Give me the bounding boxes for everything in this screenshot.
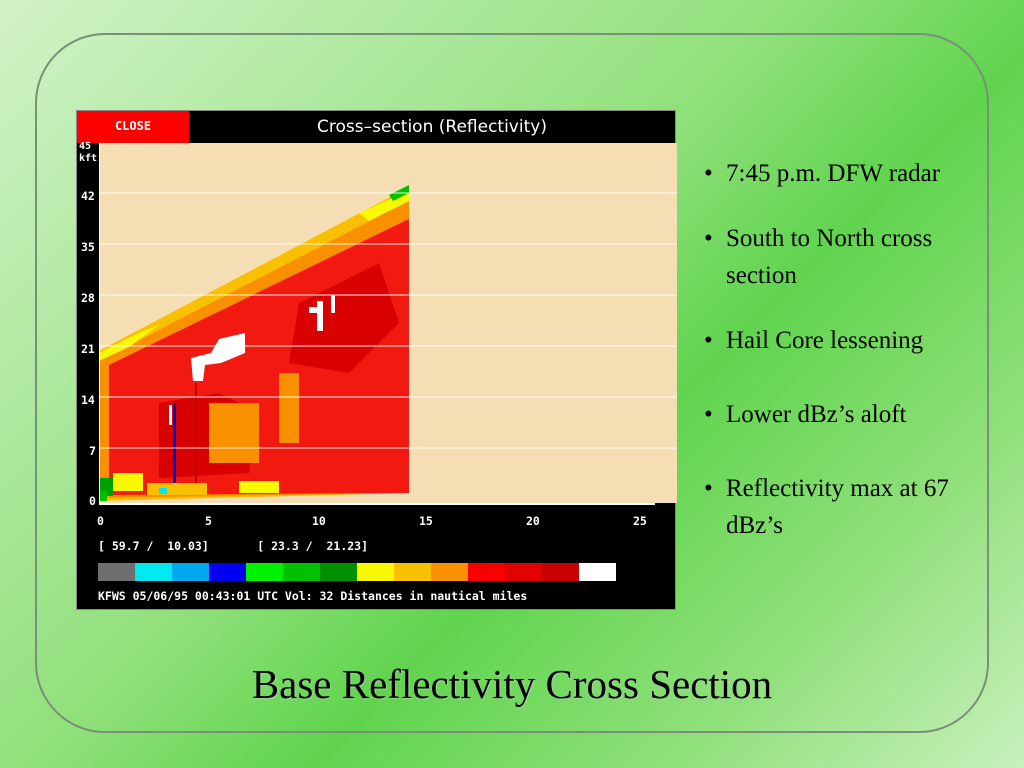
x-tick-25: 25 — [633, 514, 647, 528]
color-swatch — [98, 563, 135, 581]
y-tick-14: 14 — [81, 393, 95, 407]
color-swatch — [579, 563, 616, 581]
slide-title: Base Reflectivity Cross Section — [251, 661, 773, 707]
bullet-item: Reflectivity max at 67 dBz’s — [700, 470, 1000, 544]
x-tick-0: 0 — [97, 514, 104, 528]
bullet-item: 7:45 p.m. DFW radar — [700, 155, 1000, 192]
color-swatch — [505, 563, 542, 581]
y-tick-0: 0 — [89, 494, 96, 508]
color-swatch — [542, 563, 579, 581]
y-tick-35: 35 — [81, 240, 95, 254]
bullet-item: Lower dBz’s aloft — [700, 396, 1000, 433]
color-swatch — [172, 563, 209, 581]
window-title: Cross–section (Reflectivity) — [317, 117, 547, 137]
color-swatch — [320, 563, 357, 581]
bullet-list: 7:45 p.m. DFW radar South to North cross… — [700, 155, 1000, 544]
y-tick-7: 7 — [89, 444, 96, 458]
color-swatch — [468, 563, 505, 581]
x-axis-line — [99, 503, 655, 505]
slide-frame — [35, 33, 989, 733]
y-tick-42: 42 — [81, 189, 95, 203]
color-swatch — [135, 563, 172, 581]
bullet-item: Hail Core lessening — [700, 322, 1000, 359]
color-swatch — [431, 563, 468, 581]
status-line: KFWS 05/06/95 00:43:01 UTC Vol: 32 Dista… — [98, 589, 528, 603]
x-tick-20: 20 — [526, 514, 540, 528]
y-tick-21: 21 — [81, 342, 95, 356]
y-tick-28: 28 — [81, 291, 95, 305]
color-swatch — [394, 563, 431, 581]
x-tick-10: 10 — [312, 514, 326, 528]
color-swatch — [209, 563, 246, 581]
color-swatch — [283, 563, 320, 581]
color-swatch — [246, 563, 283, 581]
x-tick-15: 15 — [419, 514, 433, 528]
close-button[interactable]: CLOSE — [77, 111, 189, 143]
radar-window: CLOSE Cross–section (Reflectivity) 45 kf… — [76, 110, 677, 610]
color-scale-bar — [98, 563, 616, 581]
y-axis-top-label: 45 — [79, 141, 92, 152]
reflectivity-plot — [99, 143, 677, 503]
bullet-item: South to North cross section — [700, 220, 1000, 294]
color-swatch — [357, 563, 394, 581]
cursor-coordinates: [ 59.7 / 10.03] [ 23.3 / 21.23] — [98, 539, 369, 553]
x-tick-5: 5 — [205, 514, 212, 528]
y-axis-unit: kft — [79, 153, 98, 164]
